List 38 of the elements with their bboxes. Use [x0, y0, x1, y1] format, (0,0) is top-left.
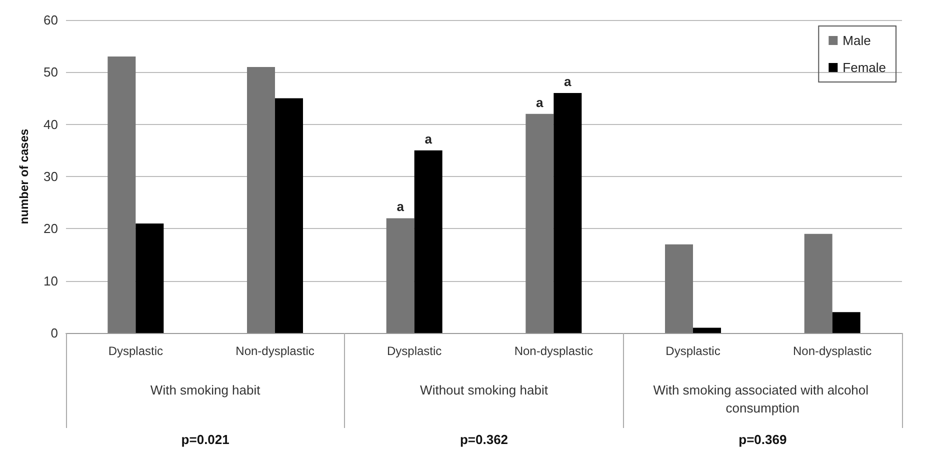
data-label: a [536, 94, 544, 110]
data-label: a [396, 199, 405, 214]
x-tick-label: Dysplastic [108, 344, 164, 358]
data-label: a [424, 131, 433, 146]
text: Without smoking habit [420, 382, 548, 398]
bar [526, 114, 554, 333]
text: p=0.362 [460, 432, 508, 447]
x-tick-label: Non-dysplastic [514, 344, 594, 358]
y-tick-label: 60 [44, 12, 58, 28]
bar [665, 244, 693, 333]
data-label: a [564, 74, 572, 90]
y-tick-label: 20 [44, 221, 58, 236]
y-tick-label: 40 [44, 116, 58, 132]
x-tick-label: Dysplastic [666, 344, 720, 358]
y-tick-label: 50 [44, 64, 58, 80]
text: With smoking habit [150, 382, 261, 398]
bar [832, 312, 860, 333]
bar [386, 218, 414, 333]
bar [414, 150, 442, 333]
x-tick-label: Dysplastic [386, 344, 442, 358]
legend-label: Female [842, 60, 886, 75]
bar [804, 234, 832, 333]
bar [693, 328, 721, 333]
x-tick-label: Non-dysplastic [792, 344, 872, 358]
bar [247, 66, 275, 333]
y-tick-label: 30 [44, 169, 58, 184]
bar [136, 223, 164, 333]
x-tick-label: Non-dysplastic [236, 344, 314, 358]
bar [108, 56, 136, 333]
bar [554, 93, 582, 333]
y-tick-label: 10 [44, 273, 58, 288]
text: p=0.369 [738, 432, 787, 447]
legend-label: Male [842, 33, 871, 48]
y-tick-label: 0 [50, 326, 58, 340]
bar [275, 98, 303, 333]
y-axis-title: number of cases [17, 128, 31, 224]
text: With smoking associated with alcohol consumption [653, 382, 872, 416]
text: p=0.021 [181, 432, 230, 447]
